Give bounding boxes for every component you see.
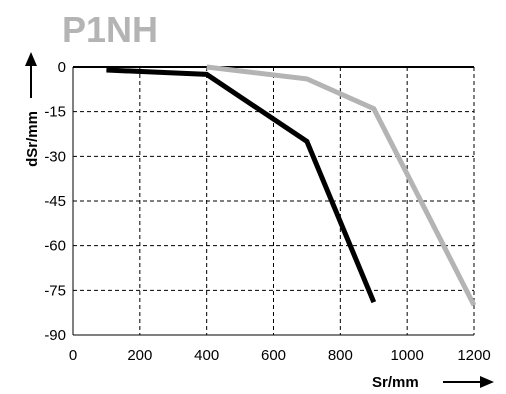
y-tick-label: -45: [44, 193, 66, 210]
x-tick-label: 200: [127, 347, 152, 364]
y-tick-label: -30: [44, 148, 66, 165]
x-tick-label: 1200: [457, 347, 490, 364]
x-tick-label: 600: [261, 347, 286, 364]
y-axis-arrow-head: [25, 52, 37, 66]
x-axis-label: Sr/mm: [372, 374, 419, 391]
x-tick-label: 400: [194, 347, 219, 364]
x-axis-arrow-head: [480, 376, 494, 388]
y-tick-labels: 0 -15 -30 -45 -60 -75 -90: [44, 59, 66, 344]
y-axis-label-group: dSr/mm: [24, 52, 41, 167]
series-group: [106, 64, 477, 307]
x-axis-label-group: Sr/mm: [372, 374, 494, 391]
chart-title: P1NH: [62, 9, 158, 50]
y-tick-label: -90: [44, 327, 66, 344]
y-tick-label: -75: [44, 282, 66, 299]
y-axis-label: dSr/mm: [24, 111, 41, 167]
x-tick-label: 800: [328, 347, 353, 364]
y-tick-label: 0: [58, 59, 66, 76]
x-tick-label: 1000: [390, 347, 423, 364]
x-tick-label: 0: [69, 347, 77, 364]
y-tick-label: -15: [44, 104, 66, 121]
series-line-2: [206, 64, 477, 307]
grid: [73, 67, 474, 335]
y-tick-label: -60: [44, 238, 66, 255]
plot-frame: [72, 66, 475, 336]
series-line-1: [106, 67, 377, 304]
x-tick-labels: 0 200 400 600 800 1000 1200: [69, 347, 491, 364]
